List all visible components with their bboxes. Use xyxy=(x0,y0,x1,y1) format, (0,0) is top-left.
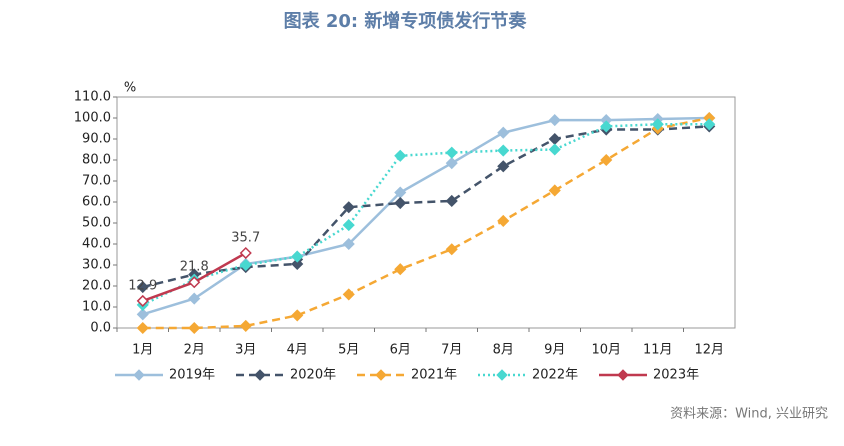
legend-label: 2019年 xyxy=(169,368,215,383)
series-marker xyxy=(239,319,252,332)
series-marker xyxy=(445,157,458,170)
series-marker xyxy=(394,196,407,210)
legend-label: 2020年 xyxy=(290,368,336,383)
y-tick-label: 10.0 xyxy=(82,300,111,315)
series-marker xyxy=(136,280,149,294)
series-marker xyxy=(548,184,561,197)
series-marker xyxy=(291,257,304,271)
series-marker xyxy=(239,258,252,272)
x-tick-label: 4月 xyxy=(287,343,308,358)
y-tick-label: 100.0 xyxy=(74,111,111,126)
y-tick-label: 50.0 xyxy=(82,216,111,231)
series-marker xyxy=(136,294,149,307)
x-tick-label: 10月 xyxy=(591,343,621,358)
series-marker xyxy=(445,146,458,159)
y-tick-label: 20.0 xyxy=(82,279,111,294)
series-line xyxy=(142,116,710,330)
x-tick-label: 1月 xyxy=(132,343,153,358)
y-tick-label: 40.0 xyxy=(82,237,111,252)
x-tick-label: 11月 xyxy=(643,343,673,358)
series-marker xyxy=(600,153,613,167)
legend-marker xyxy=(496,369,508,381)
series-marker xyxy=(136,308,149,321)
x-tick-label: 12月 xyxy=(694,343,724,358)
series-marker xyxy=(394,149,407,162)
series-marker xyxy=(445,243,458,256)
series-marker xyxy=(497,214,510,227)
x-tick-label: 2月 xyxy=(184,343,205,358)
chart-title: 图表 20: 新增专项债发行节奏 xyxy=(284,10,528,32)
series-marker xyxy=(136,321,149,335)
series-marker xyxy=(188,276,201,289)
series-marker xyxy=(600,120,613,133)
legend-marker xyxy=(617,369,629,381)
y-unit: % xyxy=(124,81,136,96)
series-marker xyxy=(548,114,561,127)
x-tick-label: 8月 xyxy=(493,343,514,358)
series-marker xyxy=(497,144,510,157)
series-marker xyxy=(239,246,252,260)
data-label: 35.7 xyxy=(231,231,260,246)
series-marker xyxy=(548,132,561,146)
series-marker xyxy=(497,160,510,173)
legend-marker xyxy=(375,369,387,381)
y-tick-label: 30.0 xyxy=(82,258,111,273)
plot-area xyxy=(116,96,736,329)
series-marker xyxy=(548,143,561,156)
series-marker xyxy=(291,250,304,263)
series-marker xyxy=(394,263,407,276)
x-tick-label: 9月 xyxy=(544,343,565,358)
series-line xyxy=(142,123,710,307)
x-tick-label: 6月 xyxy=(390,343,411,358)
series-line xyxy=(142,116,710,316)
legend-label: 2022年 xyxy=(532,368,578,383)
series-marker xyxy=(342,288,355,301)
y-tick-label: 80.0 xyxy=(82,153,111,168)
series-marker xyxy=(291,309,304,322)
y-tick-label: 90.0 xyxy=(82,132,111,147)
legend-label: 2021年 xyxy=(411,368,457,383)
x-tick-label: 7月 xyxy=(441,343,462,358)
data-label: 21.8 xyxy=(180,260,209,275)
y-tick-label: 60.0 xyxy=(82,195,111,210)
series-marker xyxy=(188,321,201,335)
y-tick-label: 70.0 xyxy=(82,174,111,189)
series-marker xyxy=(445,194,458,208)
data-label: 12.9 xyxy=(128,278,157,293)
source: 资料来源：Wind, 兴业研究 xyxy=(670,407,828,422)
series-marker xyxy=(342,201,355,214)
series-marker xyxy=(342,219,355,232)
series-marker xyxy=(651,118,664,131)
legend-label: 2023年 xyxy=(653,368,699,383)
series-marker xyxy=(703,118,716,131)
legend-marker xyxy=(133,369,145,381)
y-tick-label: 110.0 xyxy=(74,90,111,105)
x-tick-label: 5月 xyxy=(338,343,359,358)
series-marker xyxy=(497,126,510,139)
legend-marker xyxy=(254,369,266,381)
y-tick-label: 0.0 xyxy=(90,321,111,336)
series-marker xyxy=(342,237,355,251)
series-marker xyxy=(188,292,201,305)
x-tick-label: 3月 xyxy=(235,343,256,358)
